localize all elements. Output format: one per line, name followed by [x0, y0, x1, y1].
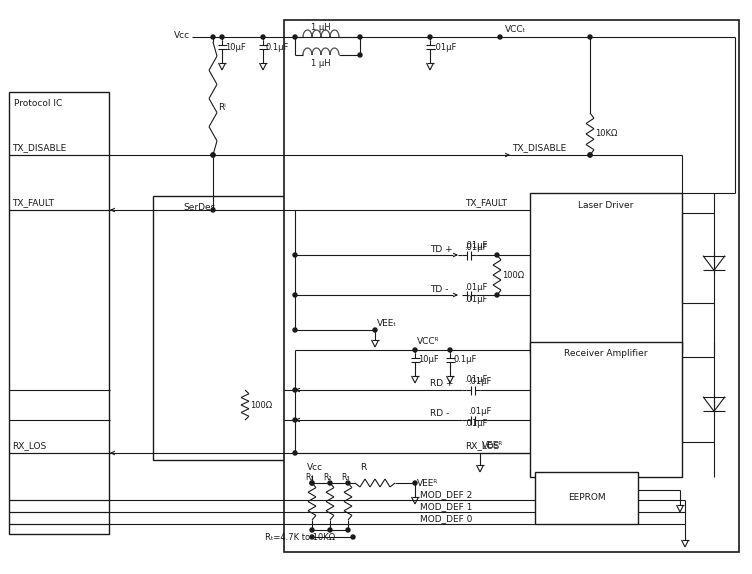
- Circle shape: [351, 535, 355, 539]
- Text: TD -: TD -: [430, 285, 448, 293]
- Text: R₃: R₃: [341, 472, 350, 482]
- Text: 0.1μF: 0.1μF: [266, 42, 290, 52]
- Text: TX_FAULT: TX_FAULT: [465, 199, 507, 207]
- Circle shape: [211, 35, 215, 39]
- Circle shape: [310, 481, 314, 485]
- Circle shape: [328, 528, 332, 532]
- Text: Vcc: Vcc: [174, 32, 190, 41]
- Text: TX_DISABLE: TX_DISABLE: [12, 144, 66, 153]
- Text: .01μF: .01μF: [464, 241, 487, 250]
- Bar: [535, 472, 638, 524]
- Circle shape: [346, 528, 350, 532]
- Text: R₁: R₁: [305, 472, 314, 482]
- Circle shape: [310, 535, 314, 539]
- Circle shape: [293, 388, 297, 392]
- Text: 1 μH: 1 μH: [311, 22, 331, 32]
- Text: Rⁱ: Rⁱ: [218, 103, 226, 111]
- Circle shape: [293, 293, 297, 297]
- Text: TX_FAULT: TX_FAULT: [12, 199, 54, 207]
- Circle shape: [373, 328, 377, 332]
- Text: SerDes: SerDes: [184, 204, 216, 212]
- Text: 1 μH: 1 μH: [311, 60, 331, 68]
- Bar: [530, 193, 682, 353]
- Text: 10μF: 10μF: [225, 42, 246, 52]
- Text: MOD_DEF 0: MOD_DEF 0: [420, 514, 472, 523]
- Bar: [153, 196, 295, 460]
- Text: Protocol IC: Protocol IC: [14, 99, 62, 108]
- Circle shape: [495, 253, 499, 257]
- Bar: [284, 20, 739, 552]
- Text: VEEₜ: VEEₜ: [377, 320, 397, 328]
- Circle shape: [293, 35, 297, 39]
- Text: MOD_DEF 2: MOD_DEF 2: [420, 491, 472, 499]
- Bar: [9, 92, 109, 534]
- Circle shape: [428, 35, 432, 39]
- Circle shape: [346, 481, 350, 485]
- Text: VEEᴿ: VEEᴿ: [482, 441, 503, 451]
- Text: TD +: TD +: [430, 245, 453, 254]
- Circle shape: [310, 481, 314, 485]
- Circle shape: [293, 328, 297, 332]
- Text: RD +: RD +: [430, 379, 453, 389]
- Circle shape: [358, 53, 362, 57]
- Text: .01μF: .01μF: [468, 408, 491, 417]
- Text: RX_LOS: RX_LOS: [465, 441, 499, 451]
- Circle shape: [328, 481, 332, 485]
- Text: Laser Driver: Laser Driver: [578, 200, 634, 210]
- Text: .01μF: .01μF: [433, 42, 456, 52]
- Text: 10KΩ: 10KΩ: [595, 130, 617, 138]
- Text: .01μF: .01μF: [464, 375, 487, 385]
- Text: 0.1μF: 0.1μF: [453, 355, 476, 364]
- Circle shape: [448, 348, 452, 352]
- Circle shape: [413, 348, 417, 352]
- Text: 10μF: 10μF: [418, 355, 438, 364]
- Text: R₂: R₂: [323, 472, 332, 482]
- Circle shape: [358, 35, 362, 39]
- Text: .01μF: .01μF: [464, 242, 487, 251]
- Text: RX_LOS: RX_LOS: [12, 441, 47, 451]
- Circle shape: [220, 35, 224, 39]
- Circle shape: [293, 253, 297, 257]
- Circle shape: [495, 293, 499, 297]
- Text: Receiver Amplifier: Receiver Amplifier: [564, 350, 647, 359]
- Text: .01μF: .01μF: [468, 378, 491, 386]
- Text: .01μF: .01μF: [464, 294, 487, 304]
- Circle shape: [293, 418, 297, 422]
- Text: VCCₜ: VCCₜ: [505, 25, 526, 33]
- Circle shape: [211, 153, 215, 157]
- Text: .01μF: .01μF: [464, 420, 487, 429]
- Circle shape: [413, 481, 417, 485]
- Circle shape: [588, 153, 592, 157]
- Circle shape: [498, 35, 502, 39]
- Text: VCCᴿ: VCCᴿ: [417, 338, 439, 347]
- Bar: [530, 342, 682, 477]
- Text: 100Ω: 100Ω: [502, 270, 524, 280]
- Text: R: R: [360, 463, 366, 471]
- Circle shape: [293, 451, 297, 455]
- Text: MOD_DEF 1: MOD_DEF 1: [420, 502, 472, 511]
- Text: .01μF: .01μF: [464, 282, 487, 292]
- Text: EEPROM: EEPROM: [569, 494, 606, 502]
- Circle shape: [261, 35, 265, 39]
- Circle shape: [588, 153, 592, 157]
- Text: Rₜ=4.7K to 10KΩ: Rₜ=4.7K to 10KΩ: [265, 533, 335, 541]
- Text: RD -: RD -: [430, 409, 449, 418]
- Circle shape: [588, 35, 592, 39]
- Text: Vcc: Vcc: [307, 463, 323, 471]
- Circle shape: [211, 153, 215, 157]
- Text: 100Ω: 100Ω: [250, 401, 272, 409]
- Circle shape: [211, 208, 215, 212]
- Text: TX_DISABLE: TX_DISABLE: [512, 144, 566, 153]
- Circle shape: [310, 528, 314, 532]
- Text: VEEᴿ: VEEᴿ: [417, 479, 438, 487]
